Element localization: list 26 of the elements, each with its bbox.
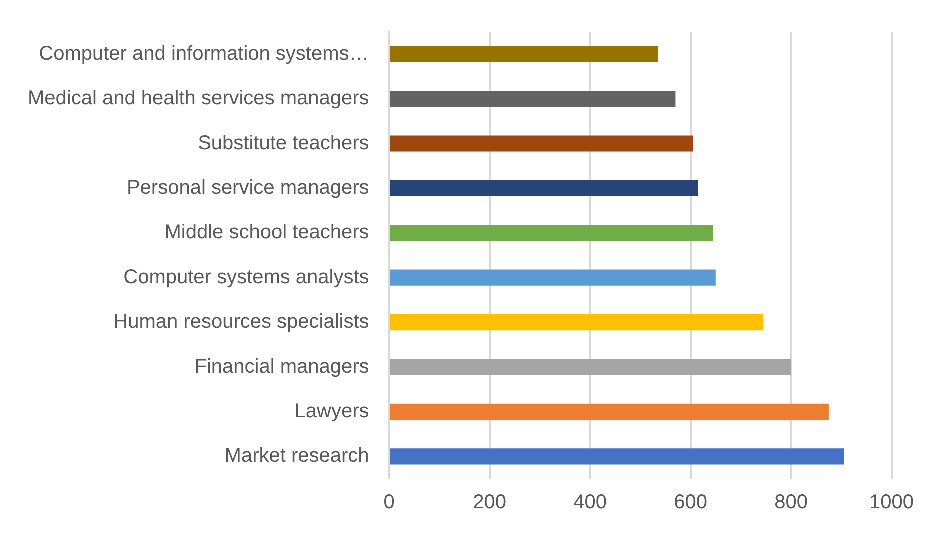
bar [390,314,764,331]
y-tick-label: Substitute teachers [198,132,370,154]
bar [390,91,676,108]
bar [390,180,698,196]
y-tick-label: Lawyers [294,400,370,422]
bar [390,404,829,420]
x-tick-label: 1000 [870,492,914,514]
y-tick-label: Middle school teachers [164,222,370,244]
bar [390,359,792,376]
bar [390,46,658,62]
bar [390,448,844,465]
bar [390,225,714,242]
y-tick-label: Financial managers [194,356,370,378]
y-tick-label: Market research [224,445,370,468]
y-tick-label: Personal service managers [126,176,370,199]
x-tick-label: 0 [384,492,395,514]
x-tick-label: 200 [473,492,506,514]
y-tick-label: Computer and information systems… [39,42,370,65]
y-tick-label: Human resources specialists [114,311,370,334]
x-tick-label: 400 [574,492,607,514]
bar [390,136,694,152]
y-tick-label: Medical and health services managers [28,88,370,110]
bar [390,270,716,286]
y-tick-label: Computer systems analysts [124,266,370,288]
x-tick-label: 800 [774,492,808,514]
x-tick-label: 600 [674,492,708,514]
